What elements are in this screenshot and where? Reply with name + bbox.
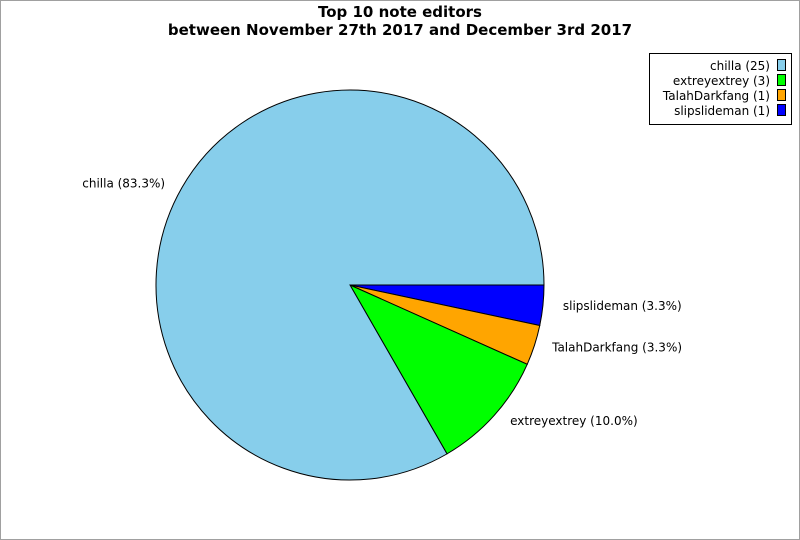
legend-swatch-chilla [777,59,786,71]
slice-label-TalahDarkfang: TalahDarkfang (3.3%) [551,341,682,355]
legend-label-slipslideman: slipslideman (1) [674,104,770,118]
chart-title: Top 10 note editors [318,3,482,21]
legend-label-TalahDarkfang: TalahDarkfang (1) [662,89,770,103]
legend-box [649,53,792,125]
chart-subtitle: between November 27th 2017 and December … [168,21,632,39]
legend-swatch-extreyextrey [777,74,786,86]
legend-swatch-slipslideman [777,104,786,116]
legend-swatch-TalahDarkfang [777,89,786,101]
legend-label-extreyextrey: extreyextrey (3) [673,74,770,88]
pie-slices [155,89,545,481]
pie-slice-chilla [155,89,545,481]
pie-slice-labels: slipslideman (3.3%) TalahDarkfang (3.3%) e… [82,177,682,428]
legend-label-chilla: chilla (25) [710,59,770,73]
slice-label-chilla: chilla (83.3%) [82,177,165,191]
slice-label-extreyextrey: extreyextrey (10.0%) [510,414,638,428]
slice-label-slipslideman: slipslideman (3.3%) [563,299,682,313]
chart-legend: chilla (25)extreyextrey (3)TalahDarkfang… [649,53,792,125]
pie-slice-extreyextrey [348,283,528,455]
